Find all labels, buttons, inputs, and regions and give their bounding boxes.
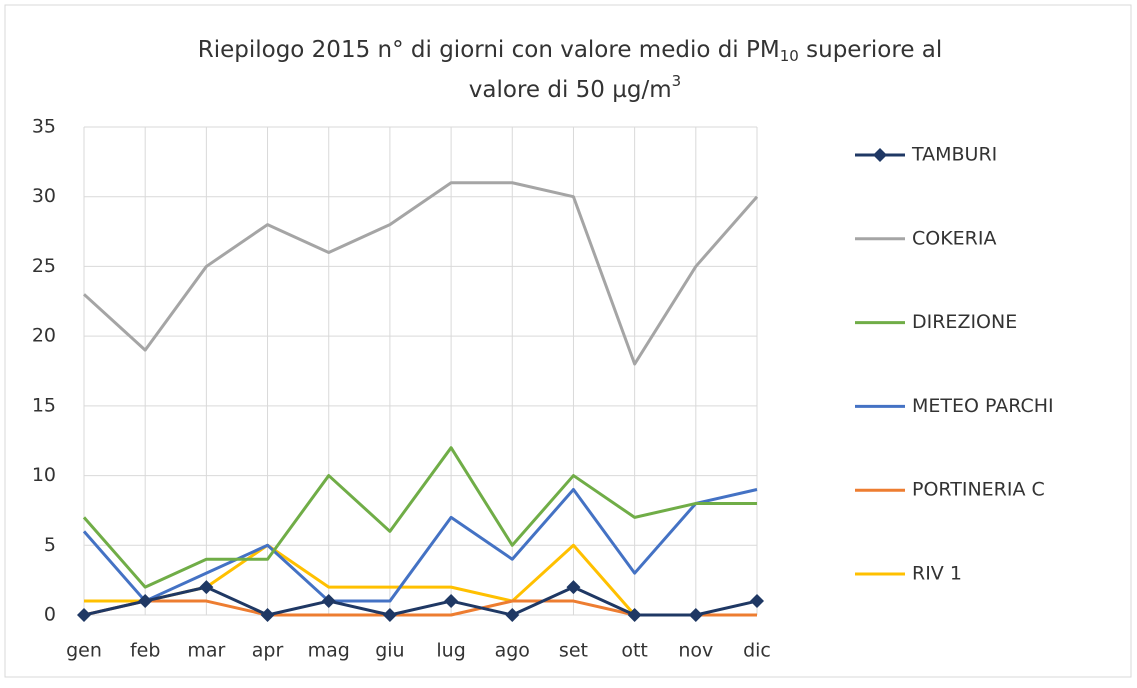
y-tick-label: 25 <box>32 255 56 277</box>
legend-label: RIV 1 <box>912 563 962 585</box>
x-tick-label: ago <box>495 640 530 662</box>
x-tick-label: dic <box>743 640 771 662</box>
point-marker <box>77 608 91 622</box>
x-tick-label: ott <box>621 640 648 662</box>
series-line <box>82 446 757 589</box>
legend-marker <box>873 148 887 162</box>
y-tick-label: 5 <box>44 534 56 556</box>
title-part: Riepilogo 2015 n° di giorni con valore m… <box>198 37 780 63</box>
legend-label: METEO PARCHI <box>912 395 1054 417</box>
chart-frame <box>4 4 1132 678</box>
x-tick-label: mar <box>187 640 225 662</box>
point-marker <box>199 580 214 595</box>
y-tick-label: 15 <box>32 394 56 416</box>
x-tick-label: set <box>559 640 588 662</box>
point-marker <box>260 608 275 622</box>
chart-title-line2: valore di 50 µg/m3 <box>469 72 681 103</box>
x-tick-label: apr <box>252 640 284 662</box>
x-tick-label: mag <box>308 640 350 662</box>
title-superscript: 3 <box>672 72 682 90</box>
series-line <box>82 488 758 603</box>
x-tick-label: nov <box>678 640 713 662</box>
x-tick-label: gen <box>66 640 102 662</box>
point-marker <box>321 594 336 609</box>
title-part: valore di 50 µg/m <box>469 77 672 103</box>
point-marker <box>444 594 459 609</box>
point-marker <box>627 608 642 622</box>
legend-label: PORTINERIA C <box>912 479 1045 501</box>
x-tick-label: lug <box>436 640 465 662</box>
point-marker <box>750 594 764 609</box>
point-marker <box>688 608 703 622</box>
legend-label: TAMBURI <box>911 144 997 166</box>
title-part: superiore al <box>799 37 942 63</box>
legend-label: COKERIA <box>912 227 997 249</box>
x-tick-label: giu <box>375 640 404 662</box>
y-tick-label: 10 <box>32 464 56 486</box>
point-marker <box>566 580 581 595</box>
y-tick-label: 20 <box>32 325 56 347</box>
point-marker <box>505 608 520 622</box>
y-tick-label: 35 <box>32 116 56 138</box>
point-marker <box>382 608 397 622</box>
series-line <box>82 181 759 366</box>
chart-title: Riepilogo 2015 n° di giorni con valore m… <box>198 37 943 65</box>
legend-label: DIREZIONE <box>912 311 1017 333</box>
point-marker <box>138 594 153 609</box>
x-tick-label: feb <box>130 640 160 662</box>
y-tick-label: 30 <box>32 185 56 207</box>
series-line <box>83 585 758 617</box>
y-tick-label: 0 <box>44 604 56 626</box>
title-subscript: 10 <box>780 47 799 65</box>
